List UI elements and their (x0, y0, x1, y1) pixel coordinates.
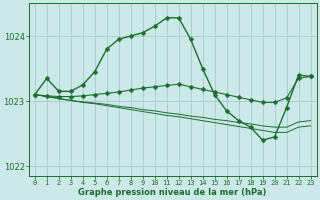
X-axis label: Graphe pression niveau de la mer (hPa): Graphe pression niveau de la mer (hPa) (78, 188, 267, 197)
